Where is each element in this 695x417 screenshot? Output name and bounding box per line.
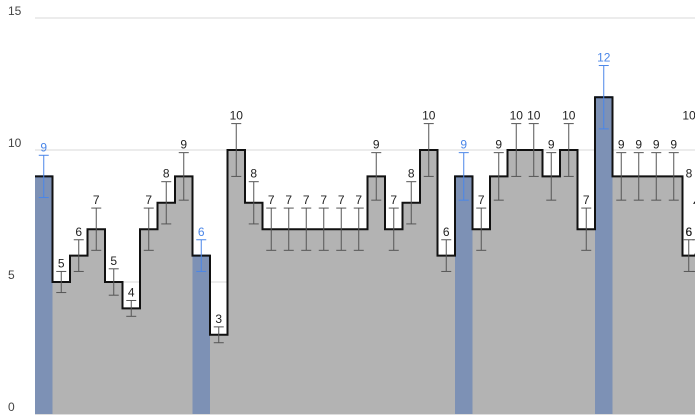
step-line-series: [35, 96, 695, 336]
data-label: 6: [198, 225, 205, 239]
y-tick-label: 0: [8, 400, 15, 414]
highlight-bar: [35, 176, 53, 414]
data-label: 6: [443, 225, 450, 239]
data-label: 8: [686, 167, 693, 181]
highlight-bar: [595, 97, 613, 414]
data-label: 10: [682, 109, 695, 123]
highlight-bar: [455, 176, 473, 414]
data-label: 7: [145, 193, 152, 207]
data-label: 10: [422, 109, 436, 123]
data-label: 6: [75, 225, 82, 239]
data-label: 10: [527, 109, 541, 123]
step-line: [35, 96, 695, 336]
highlight-bar: [192, 255, 210, 414]
data-label: 9: [460, 138, 467, 152]
data-label: 7: [285, 193, 292, 207]
data-label: 9: [373, 138, 380, 152]
data-label: 10: [562, 109, 576, 123]
data-label: 9: [635, 138, 642, 152]
data-label: 7: [268, 193, 275, 207]
data-label: 7: [93, 193, 100, 207]
data-label: 6: [685, 225, 692, 239]
data-label: 6: [686, 225, 693, 239]
data-label: 7: [390, 193, 397, 207]
y-tick-label: 10: [8, 136, 22, 150]
data-label: 8: [408, 167, 415, 181]
data-label: 7: [320, 193, 327, 207]
data-label: 7: [478, 193, 485, 207]
y-tick-label: 15: [8, 4, 22, 18]
data-label: 7: [303, 193, 310, 207]
data-label: 9: [653, 138, 660, 152]
data-label: 8: [163, 167, 170, 181]
data-label: 7: [583, 193, 590, 207]
data-label: 9: [40, 140, 47, 154]
y-axis-ticks: 0 5 10 15: [8, 4, 22, 414]
data-label: 5: [110, 254, 117, 268]
data-label: 9: [618, 138, 625, 152]
data-label: 5: [58, 256, 65, 270]
data-label: 9: [495, 138, 502, 152]
data-label: 9: [670, 138, 677, 152]
data-label: 10: [230, 109, 244, 123]
data-label: 3: [215, 312, 222, 326]
y-tick-label: 5: [8, 268, 15, 282]
data-label: 9: [180, 138, 187, 152]
data-label: 12: [597, 51, 611, 65]
data-label: 9: [548, 138, 555, 152]
data-label: 4: [128, 285, 135, 299]
data-label: 7: [355, 193, 362, 207]
data-label: 7: [338, 193, 345, 207]
data-label: 10: [510, 109, 524, 123]
data-label: 8: [250, 167, 257, 181]
error-bars: [38, 65, 695, 344]
